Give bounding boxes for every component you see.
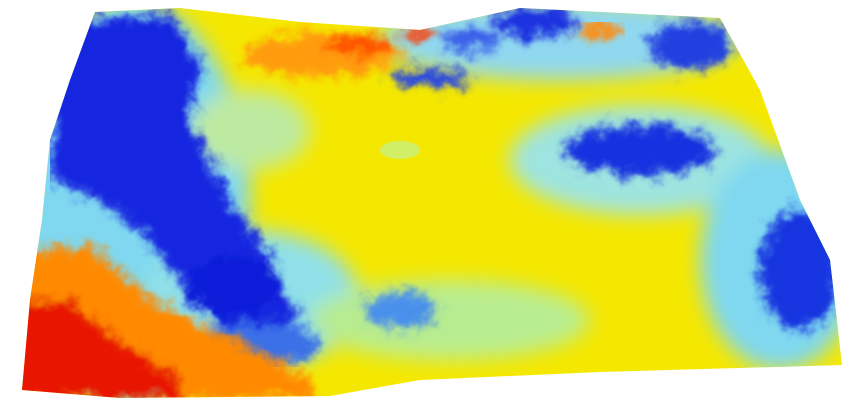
page <box>0 0 848 408</box>
crater <box>380 141 420 159</box>
terrain-render <box>0 0 848 408</box>
terrain <box>0 0 848 408</box>
